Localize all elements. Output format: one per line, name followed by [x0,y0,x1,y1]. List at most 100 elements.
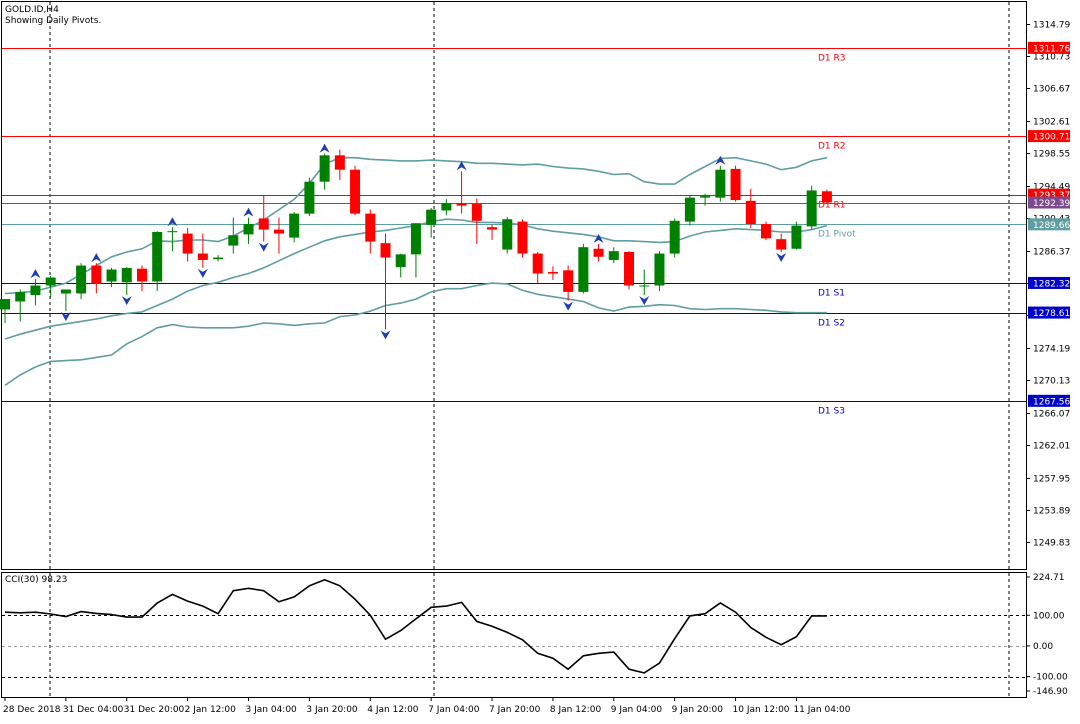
price-tick-label: 1262.01 [1033,442,1070,452]
candle-body [380,243,391,258]
candle [745,188,756,229]
candle [669,218,680,258]
candle [761,221,771,240]
time-tick-label: 8 Jan 12:00 [550,705,602,715]
fractal-arrows [30,143,787,340]
pivot-price-tag: 1300.71 [1028,130,1070,143]
price-tag-box [1028,306,1070,319]
candle-body [395,254,406,268]
candle [517,219,528,258]
fractal-down-arrow [197,268,208,278]
pivot-label: D1 S2 [818,319,845,329]
price-tick-label: 1306.67 [1033,85,1070,95]
candle-body [806,190,817,227]
candle [334,149,345,181]
subtitle-label: Showing Daily Pivots. [5,16,102,26]
pivot-price-tag: 1278.61 [1028,306,1070,319]
candle-body [45,277,56,286]
price-tick-label: 1294.49 [1033,183,1070,193]
candle [684,195,695,226]
pivot-label: D1 S1 [818,289,845,299]
candle [608,247,619,264]
candle-body [456,203,467,206]
candle-body [136,268,147,282]
price-tick-label: 1298.55 [1033,150,1070,160]
price-tick-label: 1266.07 [1033,410,1070,420]
price-tag-text: 1278.61 [1033,309,1070,319]
candle [532,251,543,284]
candle [182,228,193,262]
candle-body [30,285,41,296]
time-tick-label: 31 Dec 04:00 [63,705,124,715]
candle-body [258,218,269,230]
candle-body [106,269,117,282]
candle [60,289,71,312]
time-tick-label: 4 Jan 12:00 [367,705,419,715]
candle-body [532,253,543,274]
candle-body [426,209,437,225]
cci-label: CCI(30) 98.23 [5,575,68,585]
candle-body [563,270,574,292]
price-tag-text: 1292.39 [1033,199,1070,209]
candle [289,212,300,243]
fractal-down-arrow [121,296,132,306]
candle [821,189,832,204]
candle-body [502,219,513,250]
price-tag-box [1028,394,1070,407]
price-tag-text: 1311.76 [1033,44,1070,54]
candle-body [791,225,802,249]
price-tag-text: 1293.37 [1033,191,1070,201]
candlesticks [0,149,832,330]
price-tag-text: 1282.32 [1033,279,1070,289]
pivot-label: D1 S3 [818,407,845,417]
fractal-up-arrow [243,207,254,217]
time-tick-label: 31 Dec 20:00 [124,705,185,715]
candle-body [15,291,26,302]
price-tick-label: 1249.83 [1033,539,1070,549]
candle-body [152,231,163,282]
time-tick-label: 10 Jan 12:00 [733,705,790,715]
candle [76,263,87,300]
candle-body [0,299,10,310]
cci-axis: 224.71 100.00 0.00 -100.00 -146.90 [1026,573,1068,697]
candle-body [182,233,193,254]
time-tick-label: 11 Jan 04:00 [793,705,850,715]
price-tag-box [1028,218,1070,231]
candle-body [213,257,224,260]
time-tick-label: 7 Jan 20:00 [489,705,541,715]
candle-body [761,224,771,239]
candle-body [365,213,376,242]
candle-body [76,265,87,294]
fractal-up-arrow [715,155,726,165]
time-tick-label: 7 Jan 04:00 [428,705,480,715]
bollinger-upper-band [4,156,828,295]
price-tag-box [1028,276,1070,289]
fractal-down-arrow [60,312,71,322]
candle [426,208,437,238]
candle-body [669,220,680,254]
candle-body [471,204,482,221]
cci-series-line [4,578,827,674]
candle [441,199,452,216]
candle [410,223,421,278]
candle [654,251,665,292]
candle-body [91,265,102,284]
cci-tick-label: 224.71 [1033,573,1065,583]
fractal-down-arrow [380,330,391,340]
candle [563,265,574,301]
candle [228,217,239,254]
candle [243,217,254,244]
candle [15,289,26,322]
candle-body [608,251,619,260]
price-tag-box [1028,130,1070,143]
cci-tick-label: 0.00 [1033,642,1053,652]
price-tick-label: 1257.95 [1033,475,1070,485]
candle [700,193,711,206]
candle [715,165,726,202]
candle-body [593,248,604,257]
candle-body [487,227,498,230]
price-tag-box [1028,196,1070,209]
pivot-label: D1 R1 [818,201,846,211]
